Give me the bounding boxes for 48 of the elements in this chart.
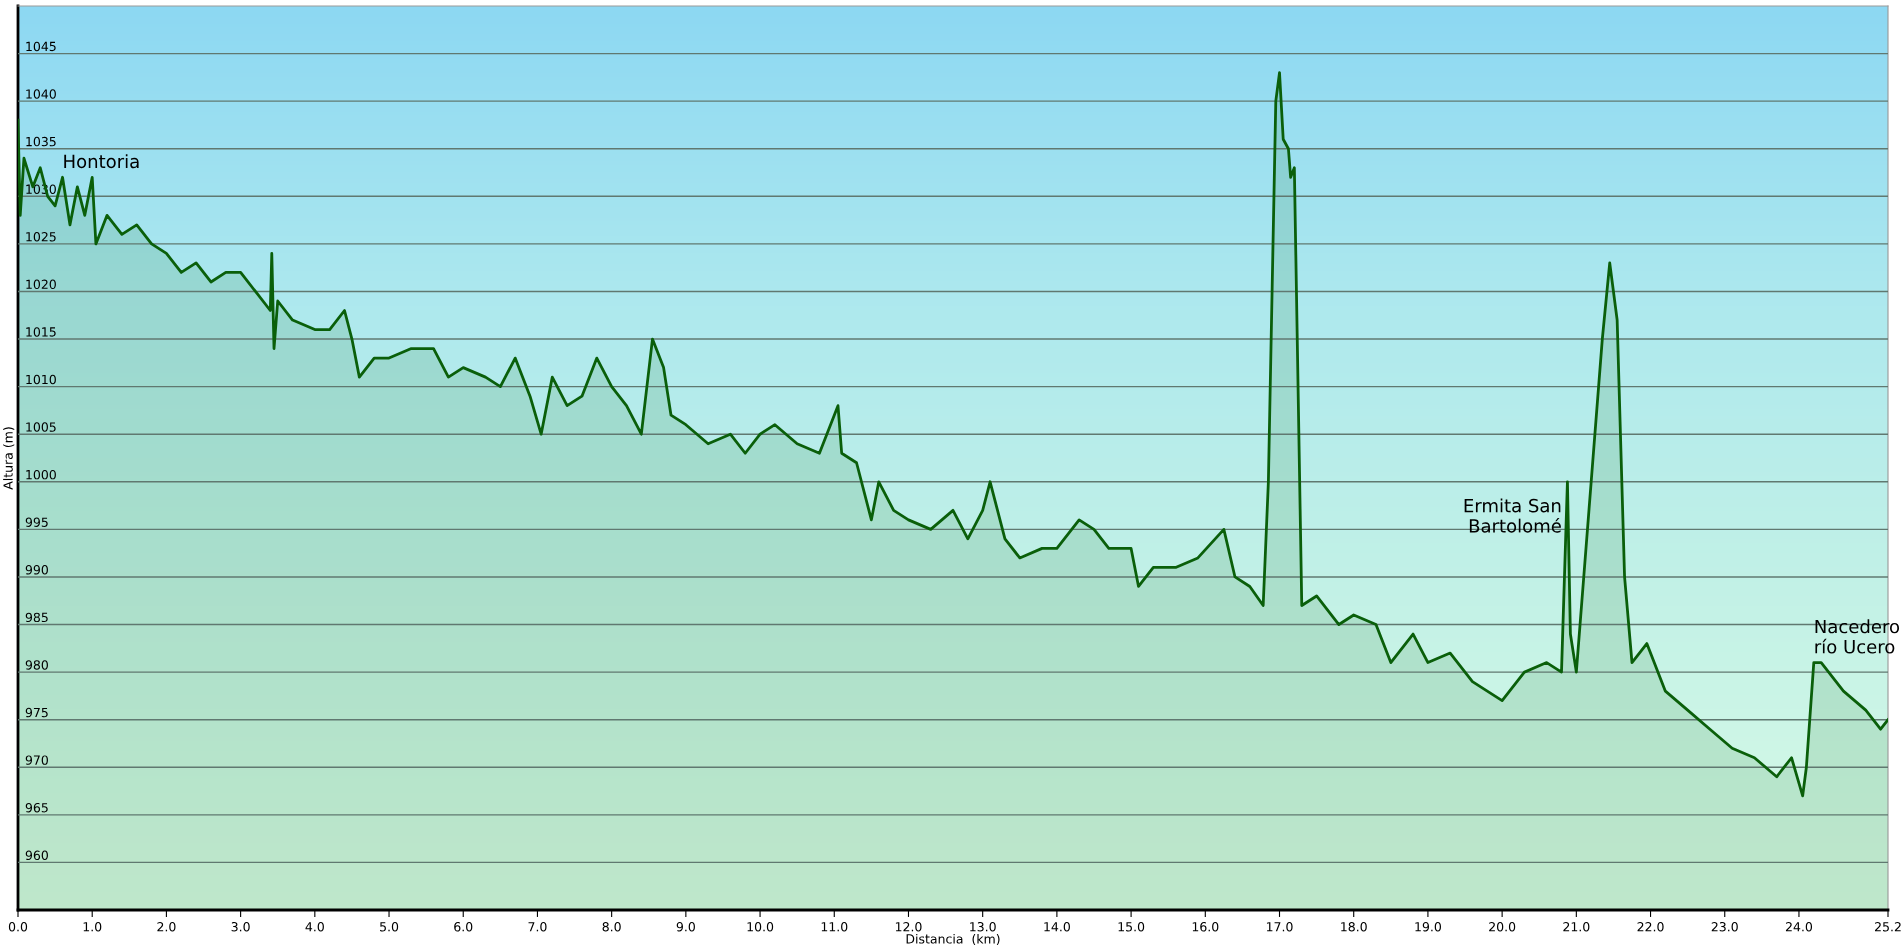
y-tick-label: 1000 — [26, 469, 56, 480]
x-tick-label: 12.0 — [895, 922, 922, 932]
x-tick-label: 4.0 — [305, 922, 324, 932]
x-tick-label: 7.0 — [528, 922, 547, 932]
x-tick-label: 5.0 — [380, 922, 399, 932]
y-tick-label: 970 — [25, 755, 48, 765]
y-tick-label: 975 — [25, 707, 48, 718]
x-tick-label: 2.0 — [157, 922, 176, 932]
x-tick-label: 21.0 — [1563, 922, 1590, 932]
x-axis-title: Distancia (km) — [906, 933, 1000, 946]
x-tick-label: 16.0 — [1192, 922, 1219, 932]
x-tick-label: 3.0 — [231, 922, 250, 932]
y-tick-label: 980 — [25, 660, 48, 670]
y-tick-label: 985 — [25, 612, 48, 623]
x-tick-label: 6.0 — [454, 922, 473, 932]
x-tick-label: 10.0 — [747, 922, 774, 932]
y-tick-label: 1025 — [26, 232, 56, 242]
y-tick-label: 1020 — [26, 279, 56, 290]
y-tick-label: 960 — [25, 850, 48, 860]
y-tick-label: 1010 — [26, 374, 56, 385]
y-tick-label: 1005 — [26, 422, 56, 432]
x-tick-label: 13.0 — [970, 922, 996, 932]
x-tick-label: 20.0 — [1489, 922, 1516, 932]
annotation: Hontoria — [64, 154, 139, 169]
y-tick-label: 965 — [25, 802, 48, 813]
x-tick-label: 9.0 — [676, 922, 695, 932]
annotation: Nacedero río Ucero — [1815, 619, 1900, 654]
x-tick-label: 15.0 — [1118, 922, 1145, 932]
x-tick-label: 18.0 — [1341, 922, 1367, 932]
x-tick-label: 24.0 — [1785, 922, 1813, 932]
x-tick-label: 14.0 — [1044, 922, 1070, 932]
y-tick-label: 995 — [25, 517, 48, 527]
y-axis-title: Altura (m) — [3, 427, 15, 490]
y-tick-label: 990 — [25, 565, 48, 575]
y-tick-label: 1040 — [26, 89, 56, 99]
x-tick-label: 11.0 — [821, 922, 848, 932]
x-tick-label: 23.0 — [1711, 922, 1738, 932]
x-tick-label: 19.0 — [1415, 922, 1442, 932]
y-tick-label: 1015 — [26, 327, 56, 337]
x-tick-label: 8.0 — [602, 922, 621, 932]
y-tick-label: 1035 — [26, 136, 56, 147]
x-tick-label: 17.0 — [1266, 922, 1293, 932]
x-tick-label: 0.0 — [8, 922, 28, 932]
annotation: Ermita San Bartolomé — [1464, 498, 1561, 533]
x-tick-label: 22.0 — [1637, 922, 1664, 932]
y-tick-label: 1045 — [26, 41, 56, 52]
x-tick-label: 25.2 — [1875, 922, 1901, 932]
x-tick-label: 1.0 — [83, 922, 102, 932]
